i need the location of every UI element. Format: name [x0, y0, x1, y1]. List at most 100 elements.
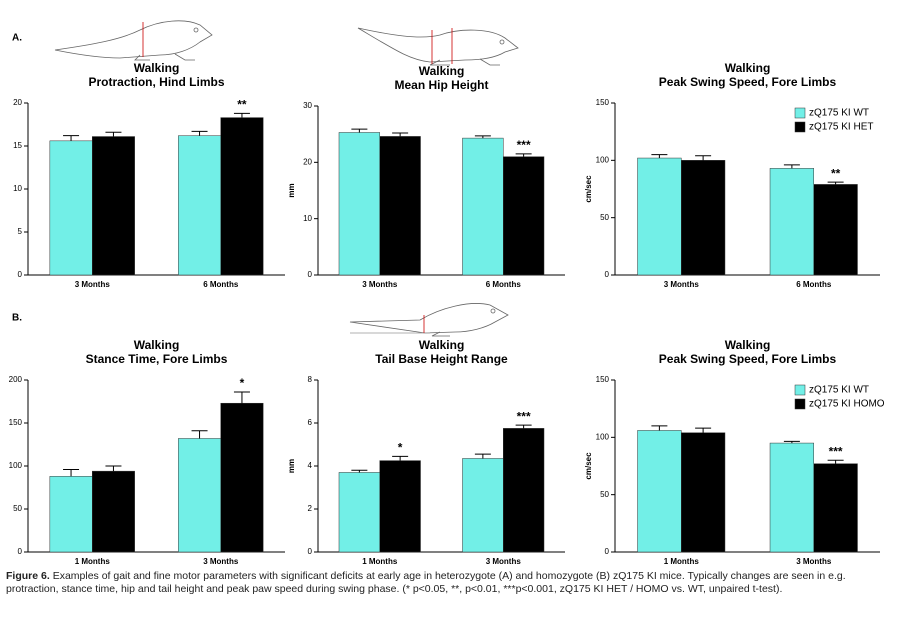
- rat-illustration: [349, 303, 509, 337]
- y-tick-label: 10: [303, 214, 312, 223]
- chart-subtitle: Protraction, Hind Limbs: [88, 75, 224, 89]
- error-bar: [783, 164, 800, 169]
- error-bar: [515, 153, 532, 157]
- legend-swatch: [794, 384, 806, 396]
- error-bar: [651, 154, 668, 159]
- y-tick-label: 15: [13, 141, 22, 150]
- significance-label: ***: [517, 138, 531, 152]
- x-tick-label: 1 Months: [664, 557, 700, 566]
- y-tick-label: 100: [596, 432, 610, 441]
- legend-swatch: [794, 398, 806, 410]
- error-bar: [515, 424, 532, 429]
- bar: [92, 470, 135, 553]
- chart-subtitle: Peak Swing Speed, Fore Limbs: [659, 352, 837, 366]
- significance-label: *: [398, 440, 403, 454]
- bar: [338, 472, 380, 553]
- error-bar: [105, 465, 122, 472]
- error-bar: [695, 427, 712, 433]
- y-tick-label: 30: [303, 101, 312, 110]
- error-bar: [105, 131, 122, 137]
- y-axis-label: mm: [287, 459, 296, 473]
- error-bar: [651, 425, 668, 431]
- error-bar: [827, 181, 844, 185]
- x-tick-label: 6 Months: [486, 280, 522, 289]
- caption: Figure 6. Examples of gait and fine moto…: [6, 570, 886, 596]
- y-tick-label: 0: [605, 547, 610, 556]
- error-bar: [695, 155, 712, 161]
- significance-label: ***: [829, 444, 843, 458]
- x-tick-label: 3 Months: [796, 557, 832, 566]
- y-tick-label: 0: [18, 547, 23, 556]
- x-tick-label: 6 Months: [796, 280, 832, 289]
- bar: [92, 136, 135, 276]
- error-bar: [827, 459, 844, 464]
- rat-illustration: [357, 27, 519, 66]
- bar: [637, 430, 682, 553]
- y-tick-label: 6: [308, 418, 313, 427]
- y-tick-label: 10: [13, 184, 22, 193]
- significance-label: **: [237, 97, 247, 111]
- y-tick-label: 2: [308, 504, 313, 513]
- caption-label: Figure 6.: [6, 570, 50, 582]
- x-tick-label: 3 Months: [362, 280, 398, 289]
- bar: [637, 157, 682, 276]
- y-tick-label: 50: [600, 490, 609, 499]
- y-tick-label: 20: [303, 157, 312, 166]
- chart-subtitle: Mean Hip Height: [394, 78, 488, 92]
- error-bar: [63, 468, 80, 477]
- error-bar: [233, 112, 250, 118]
- bar: [49, 476, 93, 553]
- y-tick-label: 150: [596, 375, 610, 384]
- y-tick-label: 150: [9, 418, 23, 427]
- y-axis-label: mm: [287, 183, 296, 197]
- x-tick-label: 3 Months: [664, 280, 700, 289]
- bar: [220, 117, 264, 276]
- error-bar: [191, 130, 208, 136]
- bar: [220, 402, 264, 553]
- legend-label: zQ175 KI WT: [809, 108, 869, 119]
- legend-label: zQ175 KI WT: [809, 385, 869, 396]
- error-bar: [351, 128, 368, 133]
- x-tick-label: 1 Months: [362, 557, 398, 566]
- y-tick-label: 100: [9, 461, 23, 470]
- bar: [379, 136, 421, 276]
- bar: [769, 442, 815, 553]
- bar: [178, 438, 221, 553]
- y-axis-label: cm/sec: [584, 452, 593, 480]
- error-bar: [392, 132, 409, 137]
- chart-title: Walking: [419, 64, 465, 78]
- chart-title: Walking: [725, 61, 771, 75]
- y-tick-label: 8: [308, 375, 313, 384]
- y-axis-label: cm/sec: [584, 175, 593, 203]
- bar: [462, 458, 504, 553]
- y-tick-label: 100: [596, 155, 610, 164]
- chart-title: Walking: [134, 61, 180, 75]
- chart-subtitle: Tail Base Height Range: [375, 352, 508, 366]
- error-bar: [783, 440, 800, 444]
- error-bar: [233, 391, 250, 404]
- legend-label: zQ175 KI HOMO: [809, 399, 885, 410]
- x-tick-label: 3 Months: [203, 557, 239, 566]
- legend-swatch: [794, 121, 806, 133]
- chart-title: Walking: [134, 338, 180, 352]
- error-bar: [474, 135, 491, 139]
- chart-title: Walking: [419, 338, 465, 352]
- panel-label: A.: [12, 33, 22, 44]
- significance-label: **: [831, 166, 841, 180]
- bar: [813, 463, 858, 553]
- significance-label: ***: [517, 409, 531, 423]
- error-bar: [351, 469, 368, 473]
- chart-title: Walking: [725, 338, 771, 352]
- bar: [813, 184, 858, 276]
- y-tick-label: 20: [13, 98, 22, 107]
- y-tick-label: 50: [13, 504, 22, 513]
- y-tick-label: 0: [18, 270, 23, 279]
- legend-label: zQ175 KI HET: [809, 122, 873, 133]
- chart-subtitle: Peak Swing Speed, Fore Limbs: [659, 75, 837, 89]
- bar: [379, 460, 421, 553]
- bar: [503, 428, 545, 553]
- y-tick-label: 0: [308, 270, 313, 279]
- rat-illustration: [54, 20, 213, 61]
